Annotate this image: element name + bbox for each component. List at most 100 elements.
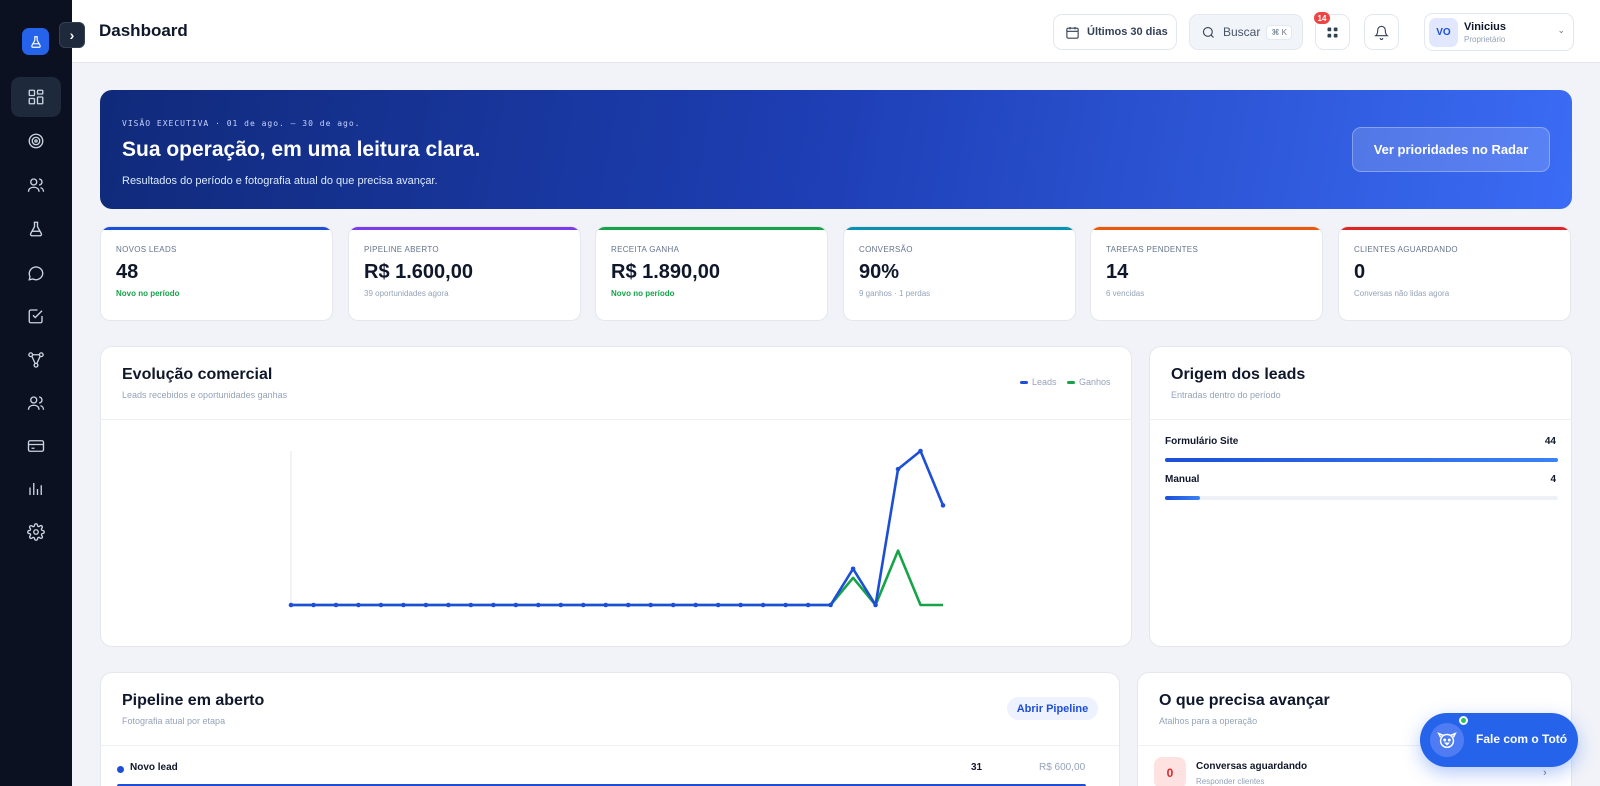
data-point-leads[interactable]	[873, 602, 878, 608]
data-point-leads[interactable]	[401, 602, 406, 608]
data-point-leads[interactable]	[805, 602, 811, 608]
avatar: VO	[1429, 18, 1458, 47]
sidebar-item-lab[interactable]	[11, 209, 61, 249]
data-point-leads[interactable]	[760, 602, 766, 608]
card-subtitle: Fotografia atual por etapa	[122, 716, 226, 726]
source-progress	[1165, 496, 1558, 500]
sidebar	[0, 0, 72, 786]
assistant-chat-button[interactable]: Fale com o Totó	[1420, 713, 1578, 767]
hero-title: Sua operação, em uma leitura clara.	[122, 138, 481, 161]
contacts-icon	[27, 178, 45, 192]
kpi-value: R$ 1.600,00	[364, 261, 473, 283]
series-line-leads	[291, 449, 945, 607]
kpi-label: TAREFAS PENDENTES	[1106, 245, 1199, 254]
data-point-leads[interactable]	[783, 602, 788, 608]
card-subtitle: Leads recebidos e oportunidades ganhas	[122, 390, 288, 400]
todo-count-badge: 0	[1154, 757, 1186, 786]
data-point-leads[interactable]	[895, 466, 901, 472]
sidebar-item-team[interactable]	[11, 383, 61, 423]
data-point-leads[interactable]	[491, 602, 496, 608]
sidebar-item-settings[interactable]	[11, 512, 61, 552]
search-shortcut: ⌘ K	[1266, 25, 1292, 40]
data-point-leads[interactable]	[603, 602, 609, 608]
evolution-line-chart	[288, 448, 946, 608]
data-point-leads[interactable]	[356, 602, 361, 608]
kpi-label: NOVOS LEADS	[116, 245, 177, 254]
reports-icon	[29, 483, 42, 495]
kpi-value: 14	[1106, 261, 1129, 283]
sidebar-item-billing[interactable]	[11, 426, 61, 466]
data-point-leads[interactable]	[423, 602, 429, 608]
data-point-leads[interactable]	[918, 448, 923, 454]
kpi-card-waiting-clients[interactable]: CLIENTES AGUARDANDO 0 Conversas não lida…	[1338, 226, 1571, 321]
calendar-icon	[1066, 26, 1079, 39]
kpi-card-open-pipeline[interactable]: PIPELINE ABERTO R$ 1.600,00 39 oportunid…	[348, 226, 581, 321]
stage-amount: R$ 600,00	[1039, 762, 1086, 773]
data-point-leads[interactable]	[670, 602, 676, 608]
lead-sources-card: Origem dos leads Entradas dentro do perí…	[1149, 346, 1572, 647]
legend-label: Ganhos	[1079, 377, 1111, 387]
data-point-leads[interactable]	[715, 602, 721, 608]
kpi-label: PIPELINE ABERTO	[364, 245, 439, 254]
sidebar-item-reports[interactable]	[11, 469, 61, 509]
date-range-button[interactable]: Últimos 30 dias	[1053, 14, 1177, 50]
data-point-leads[interactable]	[850, 566, 856, 572]
user-role: Proprietário	[1464, 35, 1506, 44]
sidebar-item-tasks[interactable]	[11, 296, 61, 336]
notifications-button[interactable]	[1364, 14, 1399, 50]
data-point-leads[interactable]	[311, 602, 316, 608]
card-divider	[101, 419, 1131, 420]
data-point-leads[interactable]	[468, 602, 474, 608]
kpi-value: 90%	[859, 261, 900, 283]
kpi-subtext: 9 ganhos · 1 perdas	[859, 289, 931, 298]
source-count: 4	[1550, 474, 1556, 485]
todo-title: Conversas aguardando	[1196, 761, 1308, 772]
data-point-leads[interactable]	[378, 602, 384, 608]
radar-priorities-button[interactable]: Ver prioridades no Radar	[1352, 127, 1550, 172]
sidebar-item-flow[interactable]	[11, 340, 61, 380]
search-button[interactable]: Buscar ⌘ K	[1189, 14, 1303, 50]
apps-grid-button[interactable]	[1315, 14, 1350, 50]
grid-icon	[1327, 27, 1338, 37]
source-progress-fill	[1165, 458, 1558, 462]
kpi-value: 48	[116, 261, 139, 283]
notification-badge: 14	[1313, 11, 1331, 25]
sidebar-collapse-button[interactable]: ›	[59, 22, 85, 48]
sidebar-item-chat[interactable]	[11, 253, 61, 293]
hero-kicker: VISÃO EXECUTIVA · 01 de ago. – 30 de ago…	[122, 119, 361, 128]
kpi-accent-bar	[596, 227, 827, 230]
sidebar-item-dashboard[interactable]	[11, 77, 61, 117]
kpi-subtext: 39 oportunidades agora	[364, 289, 449, 298]
kpi-card-revenue-won[interactable]: RECEITA GANHA R$ 1.890,00 Novo no períod…	[595, 226, 828, 321]
data-point-leads[interactable]	[558, 602, 564, 608]
series-line-ganhos	[291, 549, 943, 607]
data-point-leads[interactable]	[536, 602, 541, 608]
kpi-label: CONVERSÃO	[859, 245, 913, 254]
data-point-leads[interactable]	[828, 602, 833, 608]
kpi-card-conversion[interactable]: CONVERSÃO 90% 9 ganhos · 1 perdas	[843, 226, 1076, 321]
data-point-leads[interactable]	[446, 602, 451, 608]
open-pipeline-button[interactable]: Abrir Pipeline	[1007, 697, 1098, 720]
data-point-leads[interactable]	[940, 503, 946, 508]
legend-swatch	[1067, 380, 1075, 384]
card-title: Evolução comercial	[122, 366, 273, 383]
data-point-leads[interactable]	[693, 602, 698, 608]
data-point-leads[interactable]	[625, 602, 631, 608]
data-point-leads[interactable]	[738, 602, 743, 608]
data-point-leads[interactable]	[580, 602, 586, 608]
data-point-leads[interactable]	[513, 602, 519, 608]
card-title: O que precisa avançar	[1159, 692, 1330, 709]
kpi-card-new-leads[interactable]: NOVOS LEADS 48 Novo no período	[100, 226, 333, 321]
data-point-leads[interactable]	[333, 602, 339, 608]
kpi-subtext: 6 vencidas	[1106, 289, 1145, 298]
kpi-accent-bar	[1091, 227, 1322, 230]
app-logo[interactable]	[22, 28, 49, 55]
kpi-subtext: Novo no período	[611, 289, 675, 298]
sidebar-item-contacts[interactable]	[11, 165, 61, 205]
kpi-card-pending-tasks[interactable]: TAREFAS PENDENTES 14 6 vencidas	[1090, 226, 1323, 321]
data-point-leads[interactable]	[288, 602, 294, 608]
sidebar-item-radar[interactable]	[11, 121, 61, 161]
user-menu[interactable]: VO Vinicius Proprietário ⌄	[1424, 13, 1574, 51]
card-divider	[101, 745, 1119, 746]
data-point-leads[interactable]	[648, 602, 654, 608]
